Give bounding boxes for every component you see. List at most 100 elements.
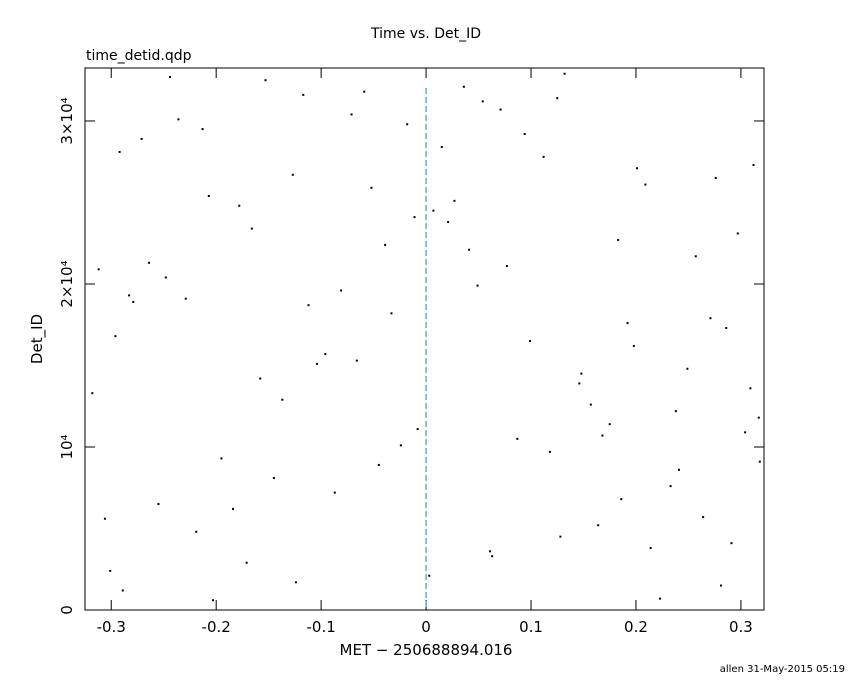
point bbox=[453, 199, 456, 202]
point bbox=[632, 344, 635, 347]
point bbox=[491, 555, 494, 558]
point bbox=[702, 516, 705, 519]
point bbox=[109, 569, 112, 572]
point bbox=[578, 382, 581, 385]
plot-frame bbox=[84, 67, 765, 611]
point bbox=[340, 289, 343, 292]
point bbox=[207, 194, 210, 197]
point bbox=[440, 146, 443, 149]
point bbox=[674, 410, 677, 413]
point bbox=[121, 589, 124, 592]
x-tick-label: -0.2 bbox=[202, 618, 231, 636]
y-tick-label: 2×10⁴ bbox=[58, 260, 76, 307]
point bbox=[462, 85, 465, 88]
point bbox=[617, 238, 620, 241]
point bbox=[390, 312, 393, 315]
point bbox=[324, 353, 327, 356]
point bbox=[589, 403, 592, 406]
point bbox=[694, 255, 697, 258]
point bbox=[281, 398, 284, 401]
point bbox=[686, 367, 689, 370]
point bbox=[302, 93, 305, 96]
point bbox=[333, 491, 336, 494]
point bbox=[580, 372, 583, 375]
point bbox=[677, 468, 680, 471]
point bbox=[118, 150, 121, 153]
point bbox=[559, 535, 562, 538]
point bbox=[91, 392, 94, 395]
point bbox=[148, 261, 151, 264]
point bbox=[114, 335, 117, 338]
point bbox=[238, 204, 241, 207]
point bbox=[516, 437, 519, 440]
point bbox=[757, 416, 760, 419]
point bbox=[644, 183, 647, 186]
chart-subtitle: time_detid.qdp bbox=[86, 48, 192, 64]
point bbox=[370, 186, 373, 189]
point bbox=[725, 326, 728, 329]
point bbox=[97, 268, 100, 271]
point bbox=[184, 297, 187, 300]
point bbox=[542, 155, 545, 158]
point bbox=[468, 248, 471, 251]
point bbox=[758, 460, 761, 463]
point bbox=[399, 444, 402, 447]
point bbox=[428, 574, 431, 577]
point bbox=[245, 561, 248, 564]
point bbox=[649, 547, 652, 550]
point bbox=[447, 221, 450, 224]
y-tick-label: 3×10⁴ bbox=[58, 97, 76, 144]
y-tick-label: 0 bbox=[58, 605, 76, 615]
x-tick-label: 0.1 bbox=[519, 618, 543, 636]
x-tick-label: 0.3 bbox=[729, 618, 753, 636]
point bbox=[752, 163, 755, 166]
point bbox=[294, 581, 297, 584]
point bbox=[272, 476, 275, 479]
point bbox=[307, 304, 310, 307]
point bbox=[608, 423, 611, 426]
point bbox=[505, 265, 508, 268]
point bbox=[384, 243, 387, 246]
point bbox=[132, 300, 135, 303]
point bbox=[201, 128, 204, 131]
x-tick-label: 0 bbox=[421, 618, 431, 636]
point bbox=[556, 97, 559, 100]
point bbox=[523, 133, 526, 136]
point bbox=[736, 232, 739, 235]
point bbox=[620, 498, 623, 501]
point bbox=[157, 503, 160, 506]
point bbox=[164, 276, 167, 279]
point bbox=[177, 118, 180, 121]
chart-title: Time vs. Det_ID bbox=[370, 26, 481, 42]
point bbox=[636, 167, 639, 170]
x-tick-label: -0.1 bbox=[306, 618, 335, 636]
point bbox=[499, 108, 502, 111]
point bbox=[355, 359, 358, 362]
point bbox=[264, 79, 267, 82]
point bbox=[749, 387, 752, 390]
y-tick-label: 10⁴ bbox=[58, 434, 76, 459]
point bbox=[744, 431, 747, 434]
point bbox=[476, 284, 479, 287]
point bbox=[315, 362, 318, 365]
point bbox=[416, 428, 419, 431]
point bbox=[259, 377, 262, 380]
point bbox=[377, 463, 380, 466]
point bbox=[730, 542, 733, 545]
point bbox=[250, 227, 253, 230]
point bbox=[659, 597, 662, 600]
point bbox=[548, 450, 551, 453]
point bbox=[406, 123, 409, 126]
x-tick-label: -0.3 bbox=[97, 618, 126, 636]
point bbox=[195, 530, 198, 533]
point bbox=[601, 434, 604, 437]
point bbox=[363, 90, 366, 93]
point bbox=[489, 550, 492, 553]
point bbox=[350, 113, 353, 116]
point bbox=[719, 584, 722, 587]
point bbox=[413, 216, 416, 219]
point bbox=[231, 507, 234, 510]
point bbox=[220, 457, 223, 460]
point bbox=[528, 340, 531, 343]
point bbox=[709, 317, 712, 320]
